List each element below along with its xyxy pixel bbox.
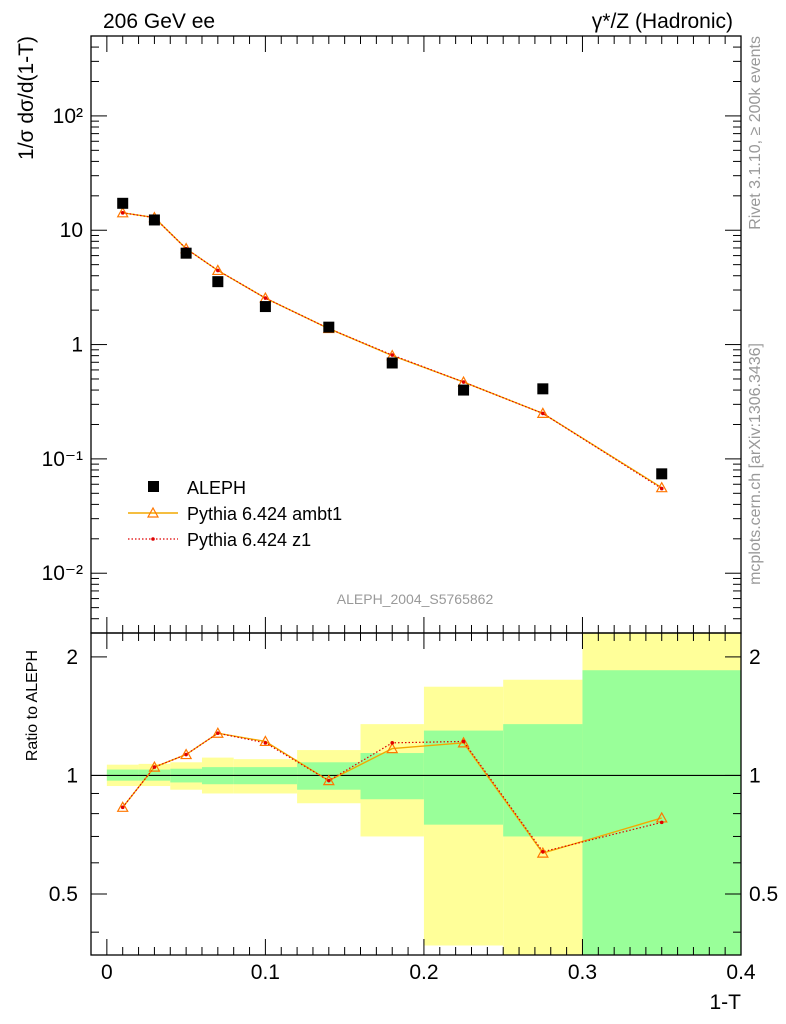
ratio-ylabel: Ratio to ALEPH [24,650,41,761]
main-ytick-label-3: 10 [60,219,83,242]
ratio-ambt1-point-6 [386,742,399,754]
aleph-point-7 [458,384,470,396]
main-ytick-label-2: 1 [71,334,83,357]
ratio-uncertainty-bands [91,633,741,955]
aleph-point-0 [117,197,129,209]
ratio-ambt1-point-3 [211,726,224,738]
ratio-ambt1-point-1 [148,760,161,772]
ambt1-point-3 [211,264,224,276]
main-ylabel: 1/σ dσ/d(1-T) [15,36,38,160]
ratio-z1-point-9 [659,820,664,825]
ratio-ambt1-point-2 [180,748,193,760]
z1-point-9 [659,486,664,491]
legend-aleph-marker [148,481,159,492]
ratio-z1-point-2 [184,752,188,757]
x-tick-label-1: 0.1 [251,961,280,984]
ratio-z1-point-8 [541,849,545,854]
header-right-label: γ*/Z (Hadronic) [592,10,733,33]
ratio-ambt1-line [122,732,662,854]
z1-point-8 [541,411,545,416]
legend: ALEPH Pythia 6.424 ambt1 Pythia 6.424 z1 [128,478,342,550]
ratio-z1-point-6 [390,741,395,745]
z1-point-0 [120,211,125,215]
aleph-point-6 [386,357,398,369]
ratio-z1-point-7 [461,739,466,744]
ratio-z1-point-0 [120,805,125,810]
legend-z1-label: Pythia 6.424 z1 [187,530,311,550]
ratio-ytick-label-left-2: 2 [66,646,78,669]
axis-ticks: 10⁻² 10⁻¹ 1 10 10² 0 0.1 0.2 0.3 0.4 0.5 0.5 1 1 2 2 [42,35,778,984]
plot-frames [90,35,742,956]
band-inner-6 [360,753,424,800]
z1-line [122,212,663,490]
band-inner-8 [503,724,583,837]
ratio-frame [90,632,742,956]
ratio-plot-layer [116,726,668,858]
x-tick-label-4: 0.4 [726,961,756,984]
main-ytick-label-1: 10⁻¹ [42,448,83,471]
aleph-point-2 [180,247,192,259]
ratio-ambt1-point-5 [322,774,335,786]
x-tick-label-2: 0.2 [409,961,438,984]
ratio-ambt1-point-7 [457,736,470,748]
ratio-z1-point-5 [327,778,331,783]
ratio-ytick-label-right-2: 2 [749,646,761,669]
ambt1-point-8 [536,407,549,418]
ratio-ytick-label-right-0: 0.5 [749,883,778,906]
ratio-ytick-label-left-1: 1 [66,764,78,787]
ambt1-point-0 [116,206,129,218]
x-tick-label-0: 0 [101,961,113,984]
ratio-z1-point-4 [263,741,268,745]
main-plot-layer [116,197,668,493]
rivet-version-label: Rivet 3.1.10, ≥ 200k events [747,36,764,230]
ratio-ytick-label-left-0: 0.5 [49,883,78,906]
ratio-ambt1-point-8 [536,846,549,858]
legend-z1-marker [151,537,155,541]
ratio-z1-point-3 [216,731,220,736]
analysis-id-label: ALEPH_2004_S5765862 [337,591,494,607]
aleph-point-5 [323,321,335,333]
main-ytick-label-0: 10⁻² [42,562,83,585]
x-axis-label: 1-T [710,991,742,1014]
z1-point-4 [263,296,268,300]
z1-point-6 [390,353,395,357]
aleph-point-1 [148,214,160,226]
mcplots-label: mcplots.cern.ch [arXiv:1306.3436] [747,343,764,585]
ratio-ytick-label-right-1: 1 [749,764,761,787]
z1-point-3 [216,268,220,273]
legend-aleph-label: ALEPH [187,478,246,498]
legend-ambt1-marker [146,506,160,518]
ratio-ambt1-point-0 [116,801,129,812]
z1-point-7 [461,380,466,384]
aleph-point-9 [656,468,668,480]
aleph-point-8 [537,383,549,395]
ratio-z1-line [122,732,662,853]
ratio-ambt1-point-4 [259,735,272,747]
aleph-point-3 [212,276,224,288]
legend-ambt1-label: Pythia 6.424 ambt1 [187,504,342,524]
main-ytick-label-4: 10² [53,105,83,128]
ambt1-point-9 [655,481,668,493]
x-tick-label-3: 0.3 [568,961,597,984]
aleph-point-4 [259,301,271,313]
header-left-label: 206 GeV ee [103,10,215,33]
ratio-z1-point-1 [152,765,157,769]
